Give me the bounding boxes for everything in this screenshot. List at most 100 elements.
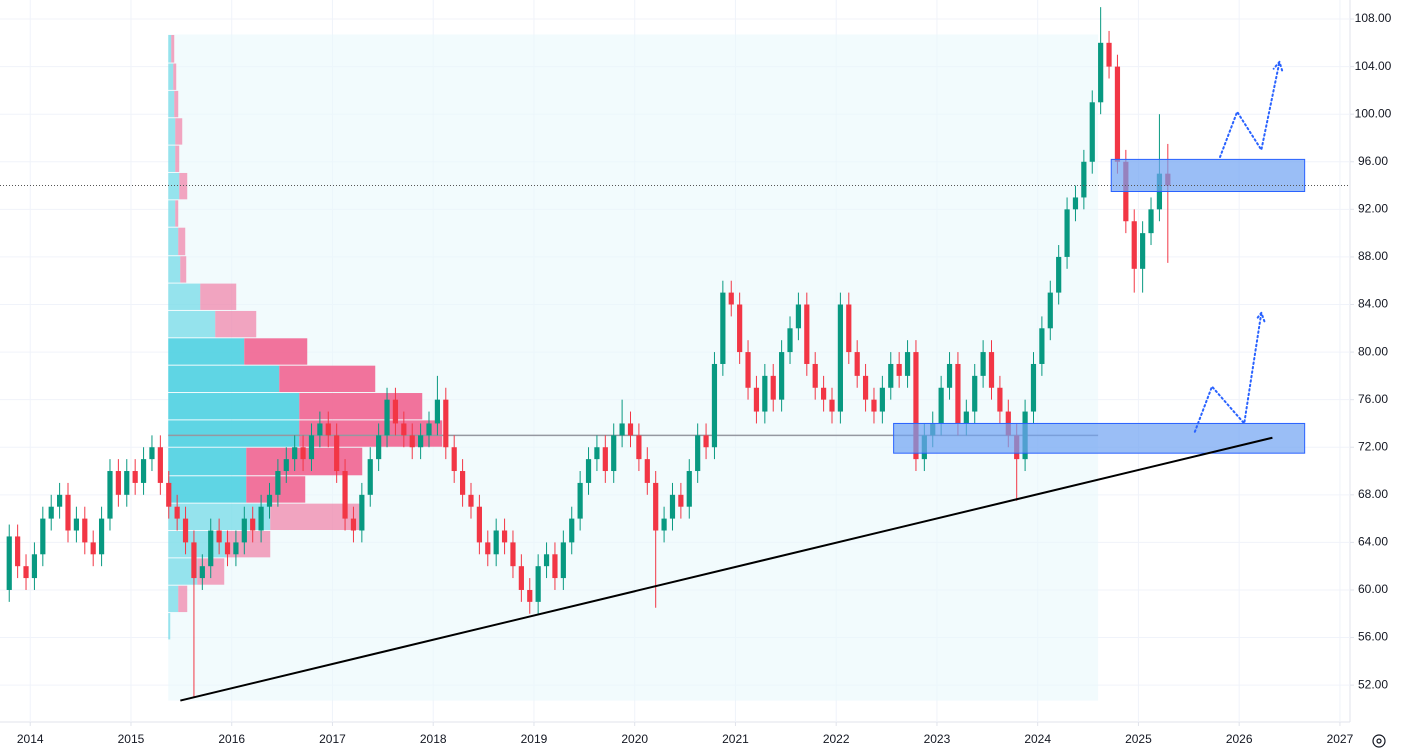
candle-body — [392, 399, 399, 424]
candle-body — [619, 423, 625, 436]
candle-body — [611, 435, 617, 472]
candle-body — [946, 363, 953, 388]
candle-body — [829, 399, 835, 412]
candle-body — [695, 435, 701, 472]
volume-profile-up — [168, 118, 176, 145]
volume-profile-up — [168, 310, 216, 338]
candle-body — [753, 387, 760, 412]
candle-body — [787, 328, 793, 353]
volume-profile-down — [178, 227, 186, 256]
volume-profile-up — [168, 90, 175, 118]
volume-profile-down — [175, 200, 179, 227]
candle-body — [1114, 66, 1121, 162]
volume-profile-down — [279, 365, 376, 393]
candle-body — [871, 399, 877, 412]
candle-body — [157, 447, 163, 483]
y-tick-label: 96.00 — [1358, 154, 1388, 168]
candle-body — [972, 375, 978, 412]
volume-profile-up — [168, 338, 245, 365]
candle-body — [367, 459, 373, 495]
candle-body — [308, 435, 315, 460]
candle-body — [720, 292, 726, 364]
candle-body — [535, 566, 541, 602]
candle-body — [1047, 292, 1053, 329]
candle-body — [216, 530, 222, 543]
projection-arrowhead — [1254, 310, 1266, 323]
candle-body — [1140, 233, 1146, 269]
candle-body — [300, 447, 306, 460]
candle-body — [40, 518, 46, 555]
candle-body — [199, 566, 205, 579]
volume-profile-up — [168, 63, 174, 90]
volume-profile-down — [171, 34, 175, 63]
volume-profile-down — [174, 90, 179, 118]
candle-body — [124, 471, 130, 495]
candle-body — [23, 566, 29, 579]
candle-body — [283, 459, 289, 472]
candle-body — [1148, 209, 1154, 234]
volume-profile-up — [168, 283, 201, 310]
zone — [1110, 158, 1306, 193]
candle-body — [15, 536, 21, 567]
candle-body — [1098, 42, 1104, 103]
candle-body — [266, 494, 273, 507]
x-tick-label: 2017 — [319, 732, 346, 746]
candle-body — [1064, 209, 1070, 257]
candle-body — [334, 435, 340, 472]
candle-body — [359, 494, 365, 531]
volume-profile-down — [173, 63, 177, 90]
candle-body — [485, 542, 491, 555]
candle-body — [140, 459, 147, 483]
candle-body — [82, 518, 88, 543]
candle-body — [728, 292, 734, 305]
candle-body — [510, 542, 516, 567]
y-tick-label: 88.00 — [1358, 249, 1388, 263]
settings-icon-core[interactable] — [1376, 738, 1382, 744]
volume-profile-up — [168, 145, 176, 172]
candle-body — [409, 435, 415, 448]
candle-body — [795, 304, 802, 329]
candle-body — [552, 554, 558, 579]
candle-body — [745, 352, 751, 388]
y-tick-label: 68.00 — [1358, 487, 1388, 501]
candle-body — [980, 352, 986, 376]
candle-body — [585, 459, 592, 483]
candle-body — [1030, 363, 1037, 412]
candle-body — [636, 435, 642, 460]
candle-body — [90, 542, 96, 555]
x-tick-label: 2014 — [17, 732, 44, 746]
candle-body — [149, 447, 155, 460]
volume-profile-down — [175, 145, 180, 172]
volume-profile-up — [168, 256, 181, 283]
candle-body — [602, 447, 608, 472]
candle-body — [48, 506, 54, 519]
candle-body — [401, 423, 407, 436]
candle-body — [501, 530, 508, 543]
candle-body — [224, 542, 231, 555]
candle-body — [904, 352, 911, 376]
candle-body — [459, 471, 466, 495]
y-tick-label: 104.00 — [1355, 59, 1392, 73]
candle-body — [350, 518, 357, 531]
candle-body — [132, 471, 138, 483]
candle-body — [73, 518, 79, 531]
candle-body — [250, 518, 256, 531]
candle-body — [888, 363, 894, 388]
candle-body — [703, 435, 709, 448]
candle-body — [560, 542, 566, 579]
settings-icon[interactable] — [1372, 734, 1386, 748]
candle-body — [569, 518, 575, 543]
candle-body — [686, 471, 692, 507]
candle-body — [804, 304, 810, 364]
projection-arrowhead — [1272, 59, 1284, 72]
candle-body — [57, 494, 63, 507]
candle-body — [1039, 328, 1045, 364]
settings-icon-ring[interactable] — [1372, 734, 1386, 748]
candle-body — [65, 494, 71, 531]
candle-body — [98, 518, 105, 555]
candle-body — [1106, 42, 1112, 67]
candle-body — [938, 387, 944, 424]
x-tick-label: 2027 — [1327, 732, 1354, 746]
candle-body — [1081, 161, 1087, 198]
volume-profile-up — [168, 200, 176, 227]
